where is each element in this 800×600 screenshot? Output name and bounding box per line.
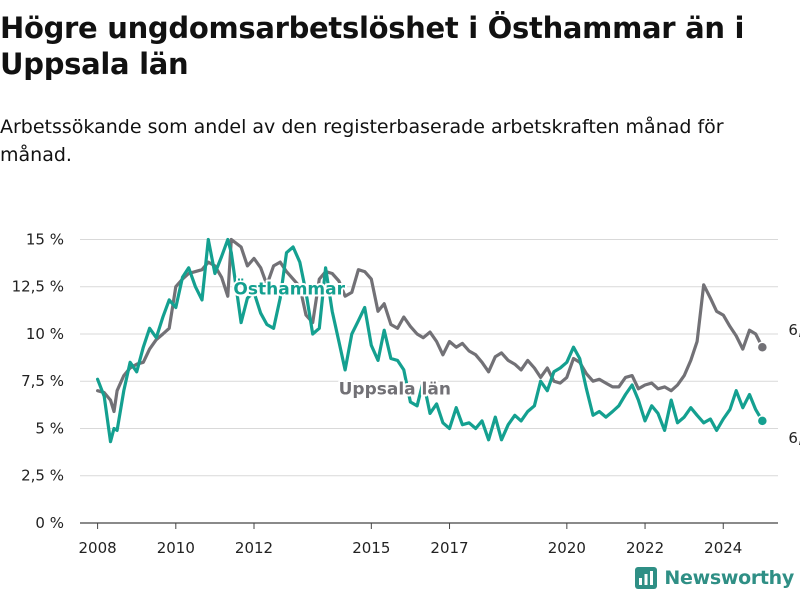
y-tick-label: 0 % [35, 514, 64, 532]
series-line-osthammar [96, 237, 764, 444]
end-value-label: 6,7 % [788, 429, 800, 447]
y-axis-tick-labels: 0 % 2,5 % 5 % 7,5 % 10 % 12,5 % 15 % [12, 230, 64, 532]
y-tick-label: 10 % [26, 325, 64, 343]
series-label: Östhammar [233, 277, 345, 299]
series-end-point [756, 415, 769, 427]
series-end-point [756, 341, 769, 353]
chart-title: Högre ungdomsarbetslöshet i Östhammar än… [0, 11, 745, 81]
x-tick-label: 2020 [548, 539, 586, 557]
series-line-uppsala [96, 237, 764, 414]
chart-subtitle: Arbetssökande som andel av den registerb… [0, 116, 724, 166]
bar-chart-logo-icon [635, 567, 658, 589]
y-tick-label: 12,5 % [12, 278, 64, 296]
x-tick-label: 2010 [157, 539, 195, 557]
y-tick-label: 5 % [35, 419, 64, 437]
brand-name: Newsworthy [664, 567, 794, 589]
brand-logo: Newsworthy [634, 564, 794, 592]
x-axis-tick-labels: 2008 2010 2012 2015 2017 2020 2022 2024 [79, 523, 742, 557]
series-label: Uppsala län [339, 379, 451, 399]
y-tick-label: 7,5 % [21, 372, 64, 390]
x-tick-label: 2008 [79, 539, 117, 557]
x-tick-label: 2024 [704, 539, 742, 557]
series-labels: Uppsala län Östhammar 6,9 % 6,7 % [231, 275, 800, 449]
x-tick-label: 2015 [352, 539, 390, 557]
y-tick-label: 15 % [26, 230, 64, 248]
x-tick-label: 2012 [235, 539, 273, 557]
y-tick-label: 2,5 % [21, 467, 64, 485]
end-value-label: 6,9 % [788, 321, 800, 339]
x-tick-label: 2022 [626, 539, 664, 557]
x-tick-label: 2017 [430, 539, 468, 557]
series-lines [96, 237, 769, 444]
